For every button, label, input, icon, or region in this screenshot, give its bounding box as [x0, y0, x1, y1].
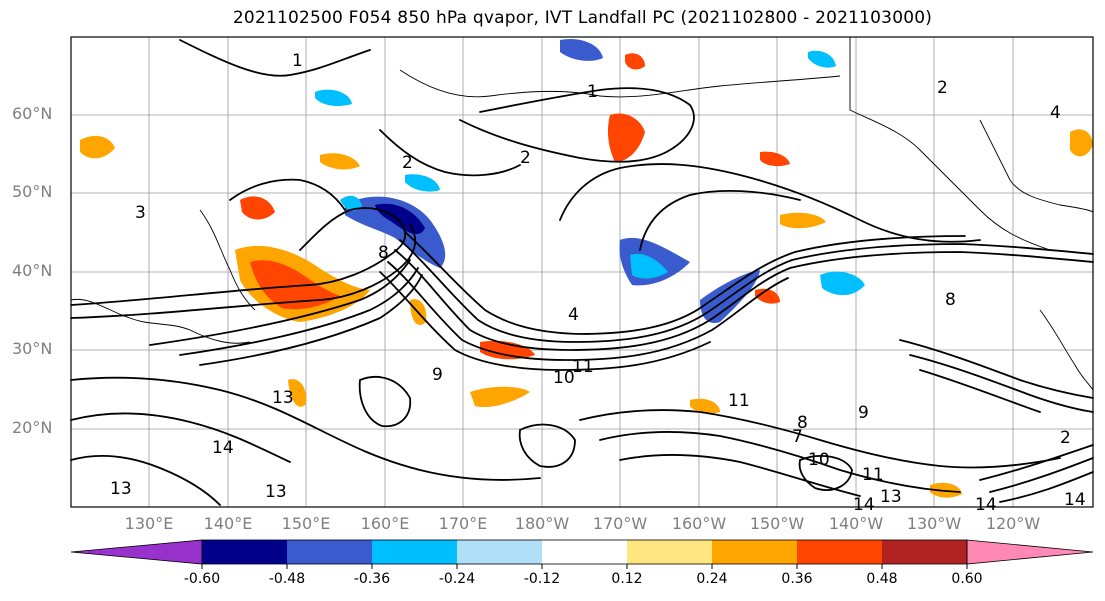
colorbar-tick-label: 0.24 — [696, 571, 728, 587]
positive-anomaly-patch — [320, 153, 360, 170]
colorbar-segment — [287, 540, 372, 564]
lat-label: 50°N — [12, 182, 53, 201]
contour-label: 4 — [568, 305, 579, 325]
contour-label: 8 — [797, 413, 808, 433]
graticule — [71, 37, 1093, 507]
lon-label: 170°W — [592, 514, 648, 533]
contour-label: 1 — [292, 51, 303, 71]
colorbar-segment — [542, 540, 627, 564]
colorbar-segment — [202, 540, 287, 564]
positive-anomaly-patch — [1070, 129, 1093, 157]
colorbar-tick-label: 0.12 — [611, 571, 643, 587]
colorbar-segment — [627, 540, 712, 564]
contour-label: 8 — [378, 243, 389, 263]
negative-anomaly-patch — [375, 203, 425, 235]
positive-anomaly-patch — [690, 398, 720, 414]
negative-anomaly-patch — [630, 253, 668, 279]
negative-anomaly-patch — [315, 89, 352, 106]
contour-label: 10 — [553, 368, 575, 388]
contour-label: 13 — [880, 487, 902, 507]
negative-anomaly-patch — [560, 38, 603, 61]
positive-anomaly-patch — [760, 151, 790, 167]
lon-label: 150°E — [281, 514, 331, 533]
lon-label: 150°W — [749, 514, 805, 533]
negative-anomaly-patch — [808, 50, 836, 68]
colorbar-tick-label: -0.24 — [438, 571, 476, 587]
colorbar-segment — [372, 540, 457, 564]
lat-label: 60°N — [12, 104, 53, 123]
colorbar-tick-label: 0.48 — [866, 571, 898, 587]
contour-label: 4 — [1050, 103, 1061, 123]
ivt-contours — [70, 39, 1094, 506]
contour-label: 1 — [587, 82, 598, 102]
contour-label: 14 — [212, 438, 234, 458]
contour-label: 9 — [858, 403, 869, 423]
contour-label: 13 — [110, 479, 132, 499]
lat-label: 40°N — [12, 261, 53, 280]
figure-title: 2021102500 F054 850 hPa qvapor, IVT Land… — [232, 8, 933, 28]
contour-label: 3 — [135, 203, 146, 223]
lon-label: 120°W — [985, 514, 1041, 533]
lon-label: 180°W — [514, 514, 570, 533]
positive-anomaly-patch — [755, 288, 780, 304]
lon-label: 140°W — [828, 514, 884, 533]
contour-label: 2 — [1060, 428, 1071, 448]
contour-label: 11 — [572, 357, 594, 377]
contour-label: 14 — [853, 495, 875, 515]
lat-label: 20°N — [12, 418, 53, 437]
colorbar-segment — [712, 540, 797, 564]
contour-label: 2 — [937, 78, 948, 98]
negative-anomaly-patch — [405, 174, 440, 192]
lat-label: 30°N — [12, 339, 53, 358]
contour-label: 8 — [945, 290, 956, 310]
contour-label: 9 — [432, 365, 443, 385]
positive-anomaly-patch — [240, 196, 275, 220]
positive-anomaly-patch — [780, 212, 826, 229]
lon-label: 160°W — [671, 514, 727, 533]
colorbar-segment — [882, 540, 967, 564]
lon-label: 160°E — [360, 514, 410, 533]
colorbar-tick-label: -0.36 — [353, 571, 391, 587]
colorbar-tick-label: -0.60 — [183, 571, 221, 587]
lon-label: 130°E — [124, 514, 174, 533]
colorbar-tick-label: 0.36 — [781, 571, 813, 587]
colorbar-tick-label: 0.60 — [951, 571, 983, 587]
colorbar-segment — [797, 540, 882, 564]
colorbar-tick-label: -0.48 — [268, 571, 306, 587]
negative-anomaly-patch — [820, 271, 865, 296]
negative-anomaly-patch — [340, 195, 362, 211]
lon-label: 140°E — [203, 514, 253, 533]
colorbar-segment — [70, 539, 203, 565]
positive-anomaly-patch — [607, 113, 645, 162]
lon-label: 130°W — [906, 514, 962, 533]
colorbar-segment — [966, 539, 1094, 565]
positive-anomaly-patch — [288, 379, 307, 407]
contour-label: 11 — [728, 391, 750, 411]
contour-label: 11 — [862, 465, 884, 485]
lon-label: 170°E — [438, 514, 488, 533]
negative-anomaly-patch — [345, 196, 446, 268]
positive-anomaly-patch — [80, 135, 115, 159]
coastlines — [70, 37, 1094, 391]
contour-label: 10 — [808, 450, 830, 470]
contour-label: 2 — [520, 148, 531, 168]
contour-label: 14 — [975, 495, 997, 515]
positive-anomaly-patch — [470, 386, 530, 408]
map-frame — [70, 36, 1094, 508]
contour-label: 2 — [402, 153, 413, 173]
colorbar-tick-label: -0.12 — [523, 571, 561, 587]
colorbar-segment — [457, 540, 542, 564]
positive-anomaly-patch — [480, 340, 535, 360]
contour-label: 7 — [792, 427, 803, 447]
positive-anomaly-patch — [250, 260, 340, 310]
contour-label: 14 — [1064, 490, 1086, 510]
contour-label: 13 — [272, 388, 294, 408]
positive-anomaly-patch — [625, 53, 645, 70]
contour-label: 13 — [265, 482, 287, 502]
qvapor-shading — [80, 38, 1093, 498]
